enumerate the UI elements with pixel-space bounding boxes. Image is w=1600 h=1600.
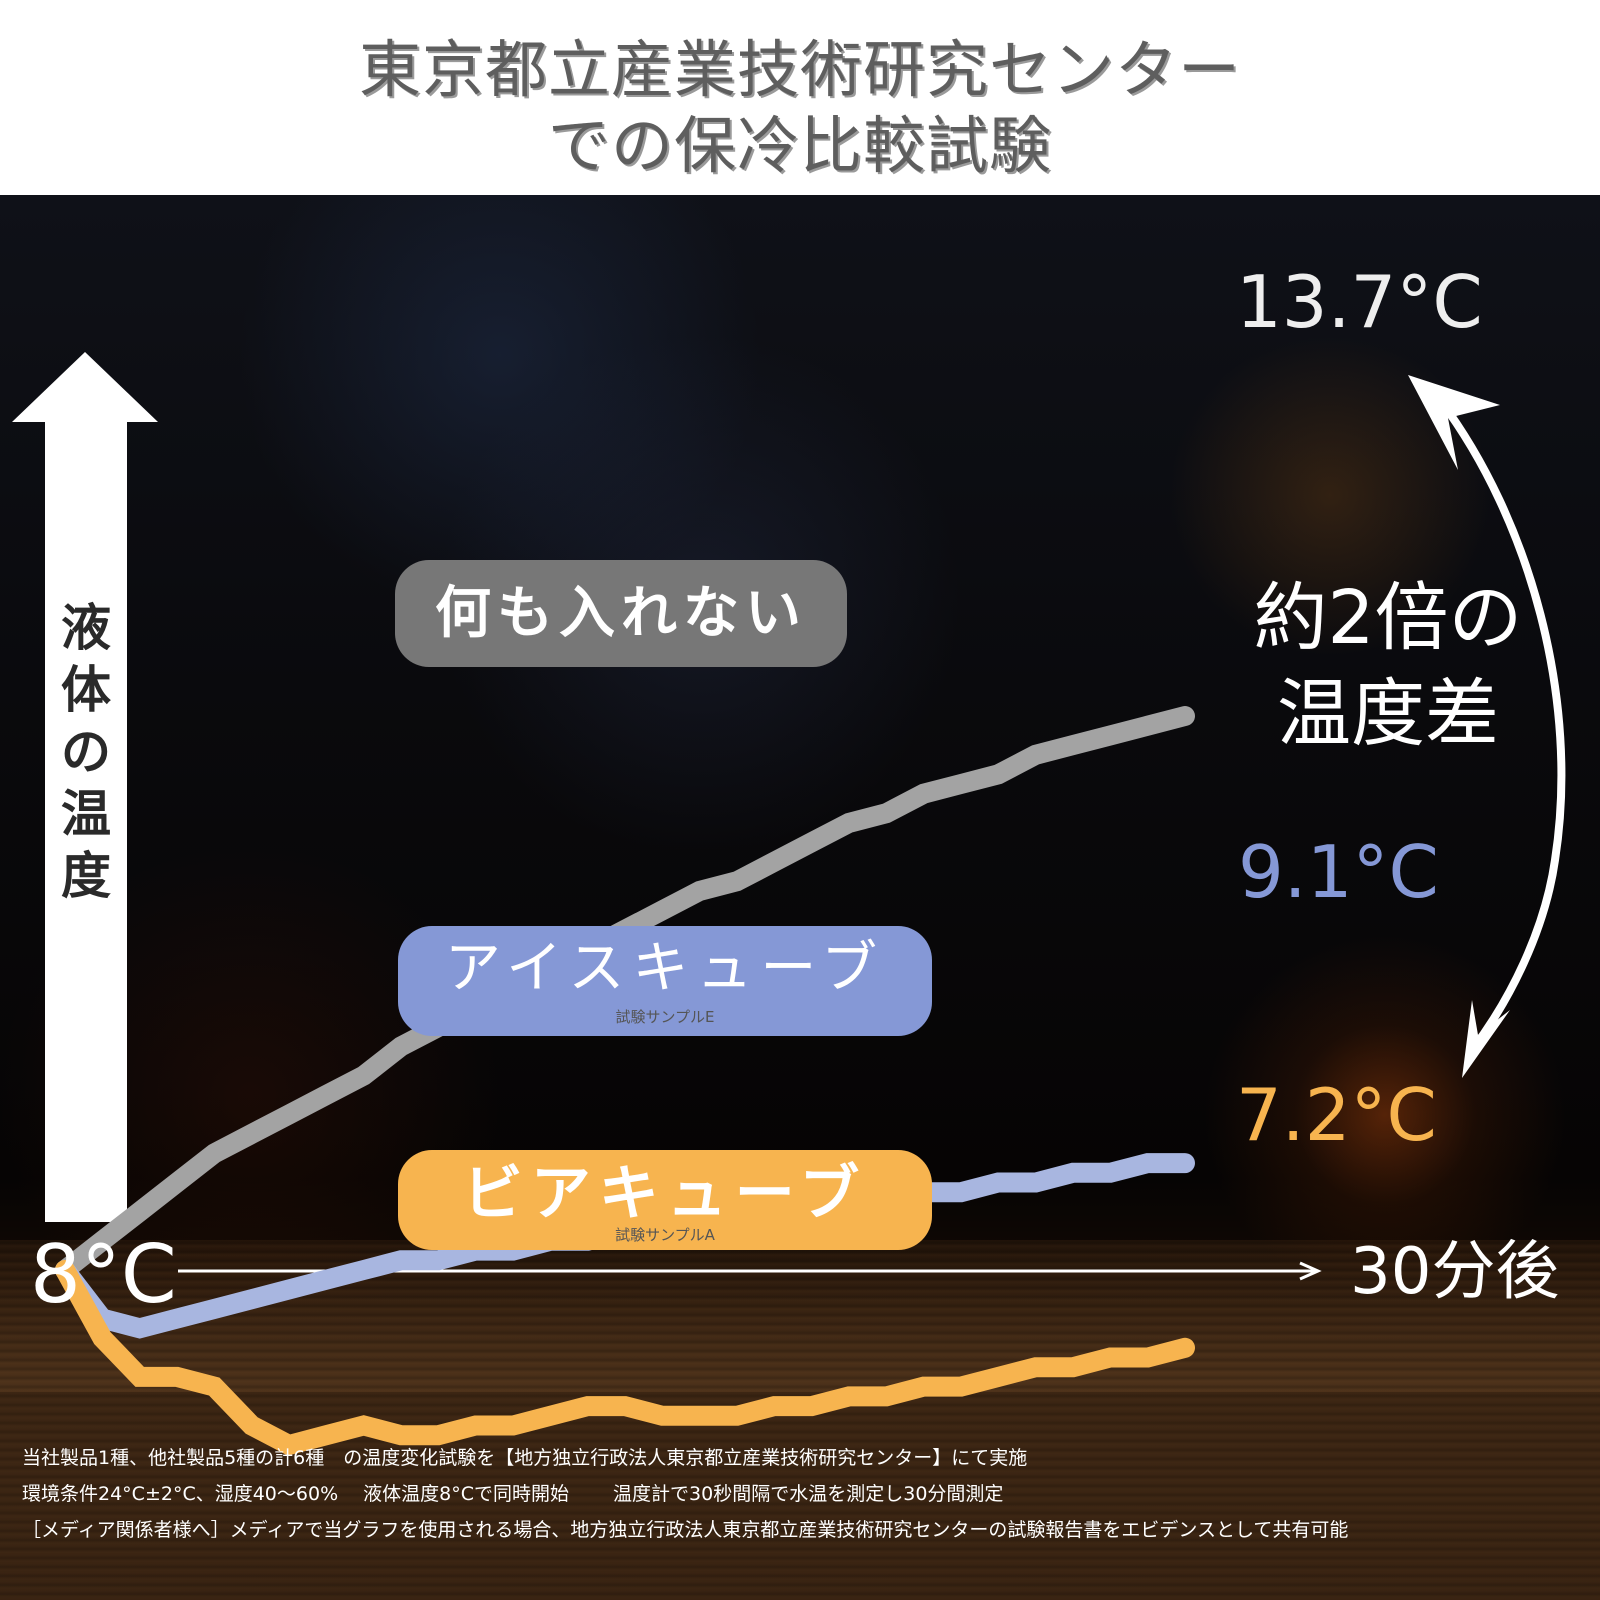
legend-pill-ice: アイスキューブ 試験サンプルE [398, 926, 932, 1036]
page-title-line-1: 東京都立産業技術研究センター [358, 33, 1241, 106]
legend-pill-beer: ビアキューブ 試験サンプルA [398, 1150, 932, 1250]
arrow-up-icon [12, 352, 158, 422]
footnote-3: ［メディア関係者様へ］メディアで当グラフを使用される場合、地方独立行政法人東京都… [22, 1519, 1349, 1541]
y-axis-label: 液 体 の 温 度 [45, 597, 127, 907]
start-temp-label: 8°C [30, 1228, 177, 1321]
header: 東京都立産業技術研究センター での保冷比較試験 [0, 0, 1600, 195]
y-axis-char: 温 [61, 785, 111, 843]
y-axis-char: 度 [61, 847, 111, 905]
arrow-right-icon [1299, 1261, 1322, 1281]
legend-label-ice: アイスキューブ [444, 936, 886, 1001]
final-value-ice: 9.1°C [1238, 830, 1439, 914]
difference-line-1: 約2倍の [1253, 575, 1523, 661]
legend-label-beer: ビアキューブ [462, 1159, 868, 1229]
footnote-2: 環境条件24°C±2°C、湿度40～60% 液体温度8°Cで同時開始 温度計で3… [22, 1483, 1004, 1505]
difference-line-2: 温度差 [1277, 671, 1499, 757]
legend-sub-ice: 試験サンプルE [615, 1008, 715, 1026]
legend-label-none: 何も入れない [435, 580, 807, 646]
y-axis-char: 液 [61, 599, 111, 657]
double-arrow-curved-icon [1408, 375, 1566, 1078]
y-axis-arrow: 液 体 の 温 度 [12, 352, 158, 1222]
difference-callout: 約2倍の 温度差 [1238, 570, 1538, 762]
legend-pill-none: 何も入れない [395, 560, 847, 667]
footnote-1: 当社製品1種、他社製品5種の計6種 の温度変化試験を【地方独立行政法人東京都立産… [22, 1447, 1028, 1469]
y-axis-char: 体 [61, 661, 111, 719]
y-axis-shaft [45, 421, 127, 1222]
series-line-beer [55, 1260, 1195, 1456]
footnotes: 当社製品1種、他社製品5種の計6種 の温度変化試験を【地方独立行政法人東京都立産… [22, 1440, 1592, 1548]
y-axis-char: の [61, 723, 111, 781]
end-time-label: 30分後 [1350, 1235, 1560, 1309]
page-title-line-2: での保冷比較試験 [547, 109, 1052, 182]
final-value-beer: 7.2°C [1236, 1073, 1437, 1157]
final-value-none: 13.7°C [1236, 260, 1483, 344]
legend-sub-beer: 試験サンプルA [615, 1226, 715, 1244]
